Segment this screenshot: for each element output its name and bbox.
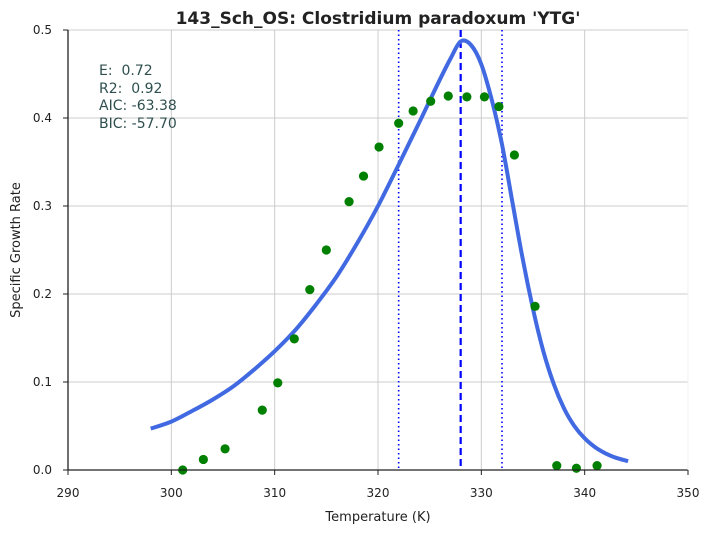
- data-point: [273, 378, 283, 388]
- data-point: [220, 444, 230, 454]
- data-point: [289, 334, 299, 344]
- x-axis-label: Temperature (K): [324, 510, 430, 525]
- chart-title: 143_Sch_OS: Clostridium paradoxum 'YTG': [176, 9, 581, 29]
- y-tick-label: 0.4: [33, 111, 52, 125]
- fitted-curve-group: [150, 38, 629, 464]
- data-point: [408, 106, 418, 116]
- x-tick-label: 350: [677, 486, 700, 500]
- data-point: [198, 454, 208, 465]
- data-point: [462, 92, 472, 102]
- y-tick-label: 0.0: [33, 463, 52, 477]
- stat-r2: R2: 0.92: [99, 81, 162, 97]
- data-point: [592, 461, 602, 471]
- y-tick-label: 0.3: [33, 199, 52, 213]
- stat-bic: BIC: -57.70: [99, 116, 177, 132]
- fitted-curve: [150, 38, 629, 464]
- stat-aic: AIC: -63.38: [99, 98, 177, 114]
- data-point: [305, 285, 315, 295]
- data-point: [358, 171, 369, 181]
- data-point: [552, 461, 562, 471]
- y-tick-label: 0.2: [33, 287, 52, 301]
- x-tick-label: 310: [263, 486, 286, 500]
- data-point: [374, 142, 384, 152]
- fit-statistics: E: 0.72 R2: 0.92 AIC: -63.38 BIC: -57.70: [99, 63, 177, 132]
- data-point: [443, 91, 453, 101]
- data-point: [321, 245, 331, 255]
- y-tick-label: 0.5: [33, 23, 52, 37]
- x-tick-label: 340: [573, 486, 596, 500]
- data-point: [571, 463, 582, 473]
- x-tick-label: 290: [57, 486, 80, 500]
- stat-e: E: 0.72: [99, 63, 153, 79]
- y-axis-label: Specific Growth Rate: [9, 182, 24, 318]
- x-tick-label: 300: [160, 486, 183, 500]
- x-tick-label: 320: [367, 486, 390, 500]
- data-point: [257, 405, 267, 415]
- data-point: [394, 118, 404, 128]
- data-point: [530, 301, 540, 311]
- y-tick-label: 0.1: [33, 375, 52, 389]
- data-point: [479, 92, 490, 102]
- data-point: [426, 96, 436, 106]
- data-point: [509, 150, 519, 160]
- data-point: [344, 197, 354, 207]
- x-tick-label: 330: [470, 486, 493, 500]
- tick-labels: 290 300 310 320 330 340 350 0.0 0.1 0.2 0.3 0.4 0.5: [33, 23, 700, 500]
- observed-points: [178, 91, 602, 475]
- data-point: [494, 101, 504, 112]
